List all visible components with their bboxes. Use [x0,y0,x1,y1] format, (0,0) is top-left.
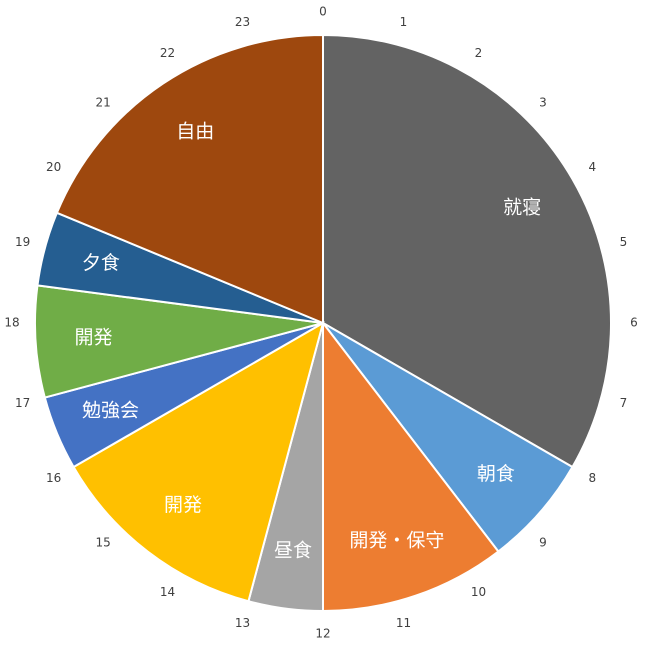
hour-label: 16 [46,471,61,485]
hour-label: 14 [160,585,175,599]
hour-label: 12 [315,627,330,641]
hour-label: 8 [589,471,597,485]
hour-label: 11 [396,616,411,630]
hour-label: 20 [46,160,61,174]
slice-label: 昼食 [274,540,312,562]
hour-label: 4 [589,160,597,174]
hour-label: 5 [620,235,628,249]
hour-label: 0 [319,5,327,19]
hour-label: 1 [400,15,408,29]
pie-slice [55,33,324,325]
slice-label: 夕食 [82,252,120,274]
slice-label: 勉強会 [82,400,139,422]
hour-label: 21 [95,96,110,110]
hour-label: 13 [235,616,250,630]
hour-label: 17 [15,396,30,410]
hour-label: 3 [539,96,547,110]
slice-label: 朝食 [477,463,515,485]
hour-label: 2 [475,46,483,60]
hour-label: 23 [235,15,250,29]
pie-slice [72,320,325,603]
slice-label: 開発 [74,327,112,349]
hour-label: 22 [160,46,175,60]
hour-label: 9 [539,535,547,549]
pie-slice [322,33,612,469]
pie-slice [322,320,500,613]
hour-label: 19 [15,235,30,249]
slice-label: 就寝 [503,197,541,219]
slice-label: 開発 [164,494,202,516]
hour-label: 7 [620,396,628,410]
hour-label: 18 [4,316,19,330]
hour-label: 15 [95,535,110,549]
slice-label: 自由 [176,120,214,142]
slice-label: 開発・保守 [349,529,444,551]
hour-label: 6 [630,316,638,330]
hour-label: 10 [471,585,486,599]
